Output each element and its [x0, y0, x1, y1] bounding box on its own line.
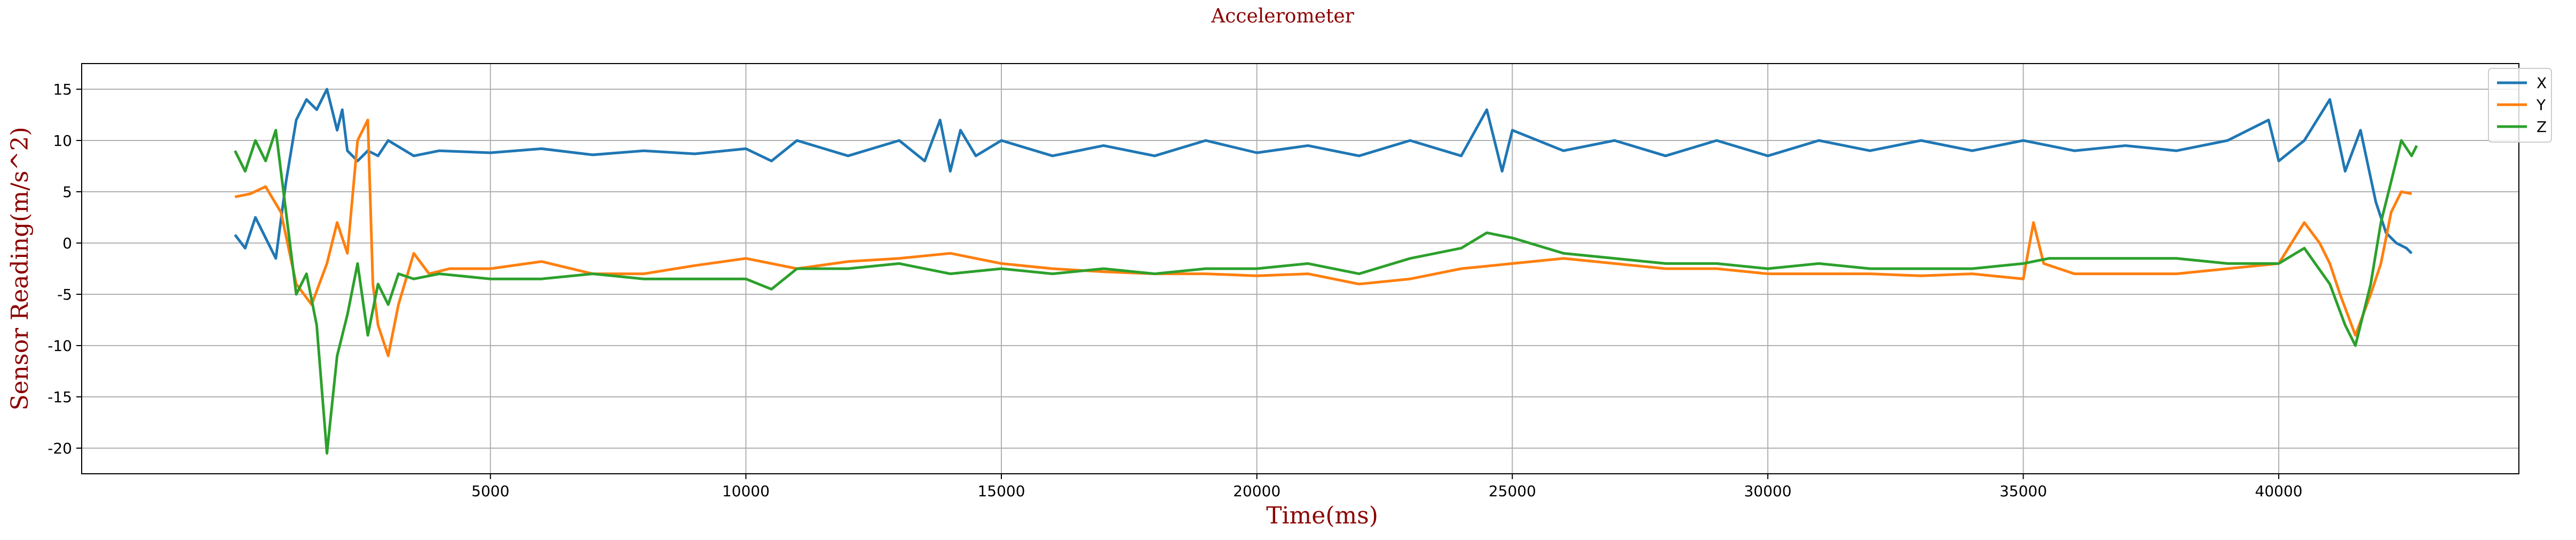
x-tick-label: 10000	[722, 482, 770, 500]
y-tick-label: -15	[48, 388, 72, 406]
x-tick-label: 30000	[1744, 482, 1791, 500]
y-tick-label: -5	[57, 286, 72, 303]
y-tick-label: 15	[53, 81, 72, 98]
x-axis-ticks: 5000 10000 15000 20000 25000 30000 35000 40000	[471, 474, 2303, 500]
plot-frame	[81, 63, 2519, 474]
y-axis-label: Sensor Reading(m/s^2)	[6, 127, 34, 410]
grid	[82, 64, 2519, 474]
chart-title: Accelerometer	[1211, 5, 1355, 27]
y-tick-label: 0	[62, 234, 72, 252]
y-tick-label: 5	[62, 183, 72, 201]
legend-items: XYZ	[2497, 74, 2547, 136]
y-tick-label: -20	[48, 440, 72, 457]
x-tick-label: 40000	[2255, 482, 2303, 500]
y-tick-label: 10	[53, 132, 72, 150]
legend: XYZ	[2488, 68, 2552, 143]
legend-label-y: Y	[2536, 96, 2546, 114]
legend-label-z: Z	[2537, 118, 2547, 136]
x-tick-label: 20000	[1233, 482, 1281, 500]
series-line-z	[233, 129, 2418, 455]
x-tick-label: 25000	[1489, 482, 1536, 500]
series-line-y	[234, 119, 2412, 357]
legend-label-x: X	[2537, 74, 2547, 92]
x-tick-label: 15000	[977, 482, 1025, 500]
series-lines	[233, 88, 2418, 455]
y-tick-label: -10	[48, 337, 72, 355]
y-axis-ticks: 15 10 5 0 -5 -10 -15 -20	[48, 81, 82, 457]
x-axis-label: Time(ms)	[1266, 502, 1378, 529]
series-line-x	[234, 88, 2413, 260]
x-tick-label: 35000	[2000, 482, 2047, 500]
x-tick-label: 5000	[471, 482, 509, 500]
